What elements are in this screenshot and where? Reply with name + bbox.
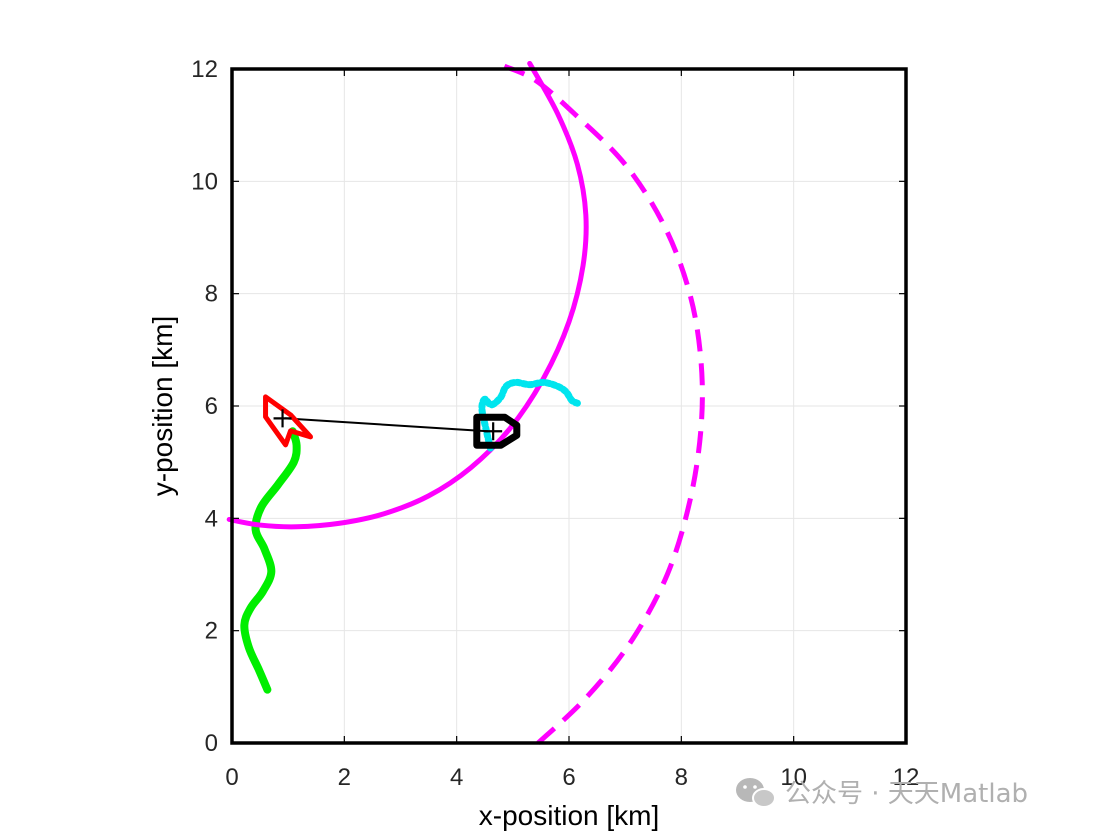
plot-area	[226, 61, 705, 745]
tick-labels: 0 2 4 6 8 10 12 0 2 4 6 8 10 12	[191, 56, 919, 791]
magenta-dashed-arc-series	[503, 63, 705, 745]
x-axis-title: x-position [km]	[479, 800, 660, 831]
red-vehicle-marker	[263, 394, 314, 448]
black-vehicle-marker	[473, 413, 521, 449]
green-trajectory-series	[240, 427, 301, 694]
y-axis-title: y-position [km]	[147, 316, 178, 497]
x-tick-label: 0	[225, 764, 238, 791]
watermark: 公众号 · 天天Matlab	[736, 778, 1028, 809]
x-tick-label: 6	[562, 764, 575, 791]
x-tick-label: 10	[780, 764, 807, 791]
x-tick-label: 2	[338, 764, 351, 791]
x-tick-label: 4	[450, 764, 463, 791]
magenta-solid-arc-series	[226, 61, 589, 530]
y-tick-label: 4	[205, 505, 218, 532]
y-tick-label: 2	[205, 618, 218, 645]
black-line-of-sight-series	[284, 417, 489, 433]
x-tick-label: 12	[893, 764, 920, 791]
x-tick-label: 8	[675, 764, 688, 791]
cyan-trajectory-series	[478, 378, 581, 452]
y-tick-label: 12	[191, 56, 218, 83]
watermark-text: 公众号 · 天天Matlab	[785, 779, 1028, 809]
crosshair-left-marker	[273, 409, 292, 428]
ticks	[231, 68, 907, 744]
y-tick-label: 0	[205, 730, 218, 757]
wechat-icon	[736, 778, 776, 808]
crosshair-right-marker	[484, 422, 503, 441]
y-tick-label: 6	[205, 393, 218, 420]
y-tick-label: 10	[191, 168, 218, 195]
y-tick-label: 8	[205, 281, 218, 308]
